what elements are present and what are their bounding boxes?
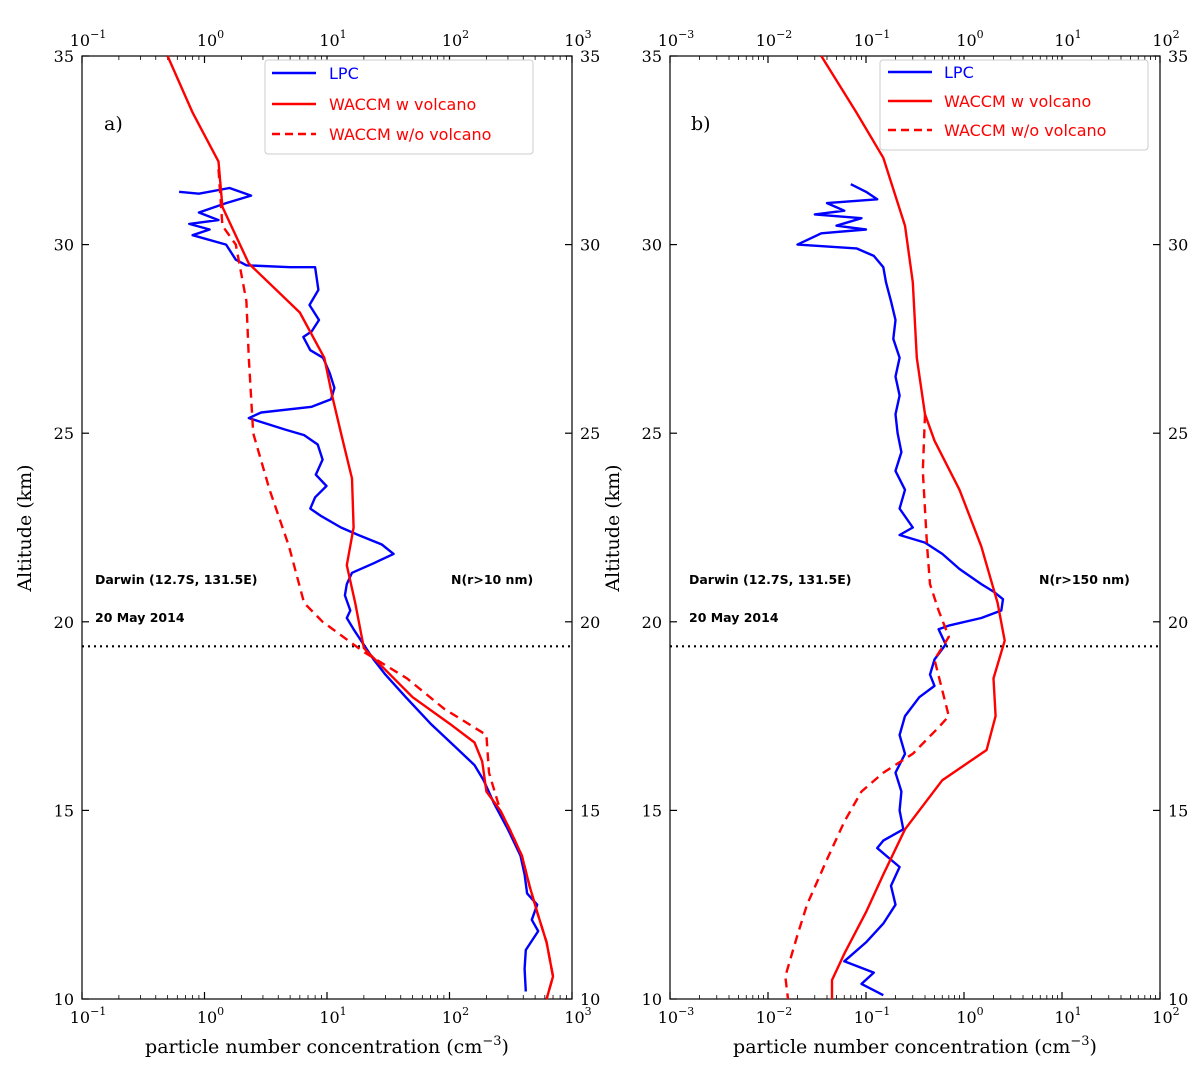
panel-b-x-axis-label: particle number concentration (cm−3) (733, 1034, 1097, 1058)
panel-a-x-tick-label-top: 10−1 (70, 28, 107, 50)
panel-b-series-waccm-w-volcano (820, 55, 1006, 999)
panel-b-legend-label-waccm-no-volcano: WACCM w/o volcano (944, 121, 1106, 140)
panel-b-size-annotation: N(r>150 nm) (1039, 572, 1130, 587)
panel-a-y-tick-label-left: 30 (54, 236, 74, 255)
panel-a: a) Darwin (12.7S, 131.5E) 20 May 2014 N(… (54, 28, 601, 1027)
panel-a-date-annotation: 20 May 2014 (95, 610, 185, 625)
panel-b-y-tick-label-right: 25 (1168, 424, 1188, 443)
panel-a-legend-box (264, 59, 534, 155)
panel-a-x-axis-label-close: ) (502, 1036, 509, 1058)
panel-b-y-tick-label-left: 15 (642, 801, 662, 820)
panel-a-y-tick-label-right: 10 (580, 990, 600, 1009)
panel-b-x-tick-label-bottom: 10−2 (756, 1005, 793, 1027)
panel-b-legend-box (879, 59, 1149, 151)
panel-a-label: a) (104, 113, 123, 135)
panel-b-y-tick-label-right: 10 (1168, 990, 1188, 1009)
panel-a-y-tick-label-left: 35 (54, 47, 74, 66)
panel-a-station-annotation: Darwin (12.7S, 131.5E) (95, 572, 258, 587)
panel-a-series-lpc (178, 186, 540, 992)
panel-b-y-tick-label-right: 15 (1168, 801, 1188, 820)
panel-a-y-tick-label-left: 10 (54, 990, 74, 1009)
panel-a-x-tick-label-bottom: 10−1 (70, 1005, 107, 1027)
panel-b-y-tick-label-right: 35 (1168, 47, 1188, 66)
panel-a-x-axis-label-text: particle number concentration (cm (145, 1036, 482, 1058)
panel-b-y-tick-label-right: 30 (1168, 236, 1188, 255)
panel-a-x-tick-label-bottom: 101 (319, 1005, 346, 1027)
panel-a-y-tick-label-right: 30 (580, 236, 600, 255)
panel-a-size-annotation: N(r>10 nm) (451, 572, 533, 587)
panel-b-x-tick-label-top: 100 (956, 28, 983, 50)
panel-b-axes-layer: 10−310−310−210−210−110−11001001011011021… (642, 28, 1189, 1027)
panel-b-x-tick-label-bottom: 101 (1054, 1005, 1081, 1027)
panel-a-y-tick-label-right: 20 (580, 613, 600, 632)
panel-a-y-tick-label-left: 15 (54, 801, 74, 820)
panel-a-x-tick-label-bottom: 100 (197, 1005, 224, 1027)
panel-b-y-tick-label-left: 30 (642, 236, 662, 255)
panel-b-y-tick-label-left: 10 (642, 990, 662, 1009)
panel-b-x-tick-label-top: 101 (1054, 28, 1081, 50)
panel-b-y-tick-label-left: 35 (642, 47, 662, 66)
panel-b: b) Darwin (12.7S, 131.5E) 20 May 2014 N(… (642, 28, 1189, 1027)
panel-b-x-tick-label-top: 10−3 (658, 28, 695, 50)
panel-a-x-tick-label-top: 103 (564, 28, 591, 50)
panel-a-y-axis-label: Altitude (km) (14, 464, 36, 592)
panel-b-x-tick-label-bottom: 100 (956, 1005, 983, 1027)
panel-b-x-axis-label-close: ) (1090, 1036, 1097, 1058)
panel-a-x-tick-label-bottom: 102 (442, 1005, 469, 1027)
panel-a-x-tick-label-top: 102 (442, 28, 469, 50)
panel-b-x-axis-label-text: particle number concentration (cm (733, 1036, 1070, 1058)
panel-b-series-lpc (796, 183, 1005, 997)
panel-a-y-tick-label-left: 20 (54, 613, 74, 632)
panel-a-x-axis-label: particle number concentration (cm−3) (145, 1034, 509, 1058)
panel-a-x-tick-label-top: 101 (319, 28, 346, 50)
panel-b-legend: LPC WACCM w volcano WACCM w/o volcano (879, 59, 1149, 151)
panel-a-series-waccm-w-volcano (166, 55, 555, 1000)
panel-a-y-tick-label-left: 25 (54, 424, 74, 443)
panel-b-x-tick-label-top: 10−1 (854, 28, 891, 50)
panel-a-y-tick-label-right: 35 (580, 47, 600, 66)
panel-b-x-tick-label-top: 10−2 (756, 28, 793, 50)
panel-a-y-tick-label-right: 25 (580, 424, 600, 443)
panel-b-date-annotation: 20 May 2014 (689, 610, 779, 625)
panel-b-x-tick-label-bottom: 10−3 (658, 1005, 695, 1027)
panel-b-x-tick-label-top: 102 (1152, 28, 1179, 50)
panel-a-legend-label-lpc: LPC (329, 64, 359, 83)
panel-b-station-annotation: Darwin (12.7S, 131.5E) (689, 572, 852, 587)
panel-b-label: b) (691, 113, 711, 135)
panel-a-legend: LPC WACCM w volcano WACCM w/o volcano (264, 59, 534, 155)
panel-b-plot-area (669, 55, 1161, 1000)
panel-b-y-axis-label: Altitude (km) (602, 464, 624, 592)
panel-a-y-tick-label-right: 15 (580, 801, 600, 820)
panel-a-x-tick-label-bottom: 103 (564, 1005, 591, 1027)
panel-b-y-tick-label-left: 25 (642, 424, 662, 443)
panel-b-x-tick-label-bottom: 10−1 (854, 1005, 891, 1027)
panel-b-legend-label-lpc: LPC (944, 63, 974, 82)
panel-a-plot-area (81, 55, 573, 1000)
panel-a-series-waccm-w-o-volcano (217, 169, 555, 1000)
panel-b-series-waccm-w-o-volcano (784, 414, 950, 1000)
panel-b-x-axis-label-sup: −3 (1070, 1034, 1089, 1049)
panel-b-x-tick-label-bottom: 102 (1152, 1005, 1179, 1027)
panel-a-legend-label-waccm-volcano: WACCM w volcano (329, 95, 476, 114)
panel-a-x-axis-label-sup: −3 (482, 1034, 501, 1049)
panel-b-y-tick-label-right: 20 (1168, 613, 1188, 632)
panel-a-x-tick-label-top: 100 (197, 28, 224, 50)
panel-a-legend-label-waccm-no-volcano: WACCM w/o volcano (329, 125, 491, 144)
panel-b-legend-label-waccm-volcano: WACCM w volcano (944, 92, 1091, 111)
panel-b-y-tick-label-left: 20 (642, 613, 662, 632)
